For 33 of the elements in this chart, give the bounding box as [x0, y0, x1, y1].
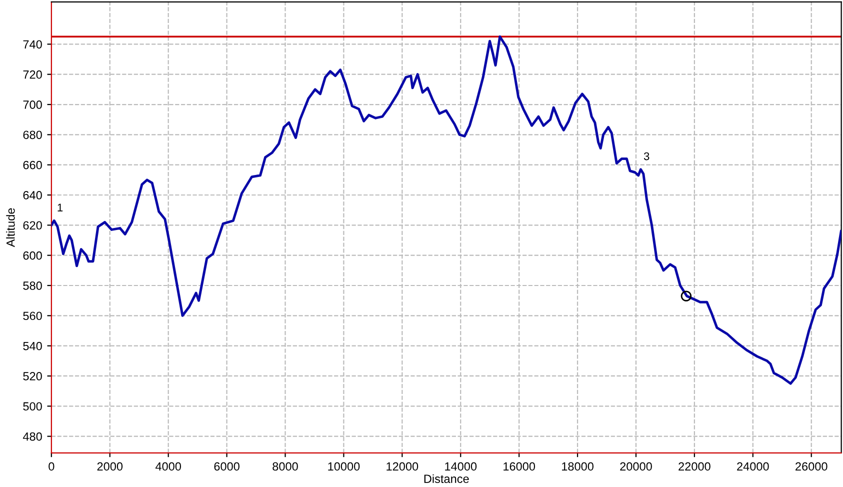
y-tick-label: 560: [23, 312, 42, 320]
y-axis-title: Altitude: [6, 208, 15, 248]
y-tick-label: 700: [23, 100, 42, 109]
x-tick-label: 24000: [737, 462, 769, 471]
y-tick-label: 620: [23, 221, 42, 230]
x-tick-label: 10000: [328, 462, 360, 471]
y-tick-label: 580: [23, 282, 42, 290]
y-tick-label: 520: [23, 372, 42, 380]
line-series: [51, 35, 842, 385]
x-tick-label: 22000: [678, 462, 710, 471]
y-tick-label: 540: [23, 342, 42, 350]
y-tick-label: 740: [23, 40, 42, 49]
x-tick-label: 6000: [214, 462, 240, 471]
x-tick-label: 0: [48, 462, 54, 471]
y-tick-label: 480: [22, 432, 42, 441]
x-tick-label: 20000: [620, 462, 652, 471]
x-tick-label: 16000: [504, 462, 536, 471]
x-tick-label: 26000: [796, 462, 828, 471]
y-tick-label: 600: [23, 251, 42, 260]
y-tick-label: 720: [23, 70, 42, 79]
annotation: 1: [58, 204, 63, 212]
y-tick-label: 640: [23, 191, 42, 200]
annotation: 3: [644, 152, 650, 160]
y-tick-label: 680: [23, 130, 42, 140]
x-tick-label: 2000: [97, 462, 123, 471]
x-axis-title: Distance: [424, 474, 469, 484]
x-tick-label: 18000: [562, 462, 594, 471]
x-tick-label: 4000: [155, 462, 182, 471]
y-tick-label: 500: [23, 402, 42, 411]
y-tick-label: 660: [23, 160, 42, 170]
x-tick-label: 12000: [386, 462, 418, 471]
x-tick-label: 14000: [445, 462, 477, 471]
x-tick-label: 8000: [272, 462, 298, 471]
